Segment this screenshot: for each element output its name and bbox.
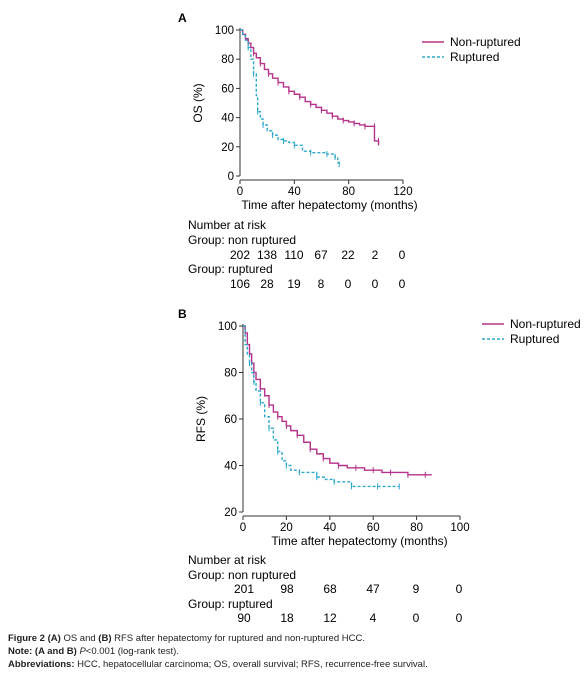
figure-caption: Figure 2 (A) OS and (B) RFS after hepate… [8, 632, 578, 671]
caption-panel-b: (B) [98, 633, 112, 644]
caption-abbrev-text: HCC, hepatocellular carcinoma; OS, overa… [77, 659, 428, 670]
risk-count: 0 [456, 582, 463, 596]
series-line-non-ruptured [240, 29, 380, 146]
y-tick-label: 0 [228, 171, 234, 183]
x-tick-label: 20 [280, 522, 293, 534]
legend-label-non-ruptured: Non-ruptured [510, 317, 581, 331]
risk-table-title: Number at risk [188, 218, 267, 232]
caption-note-p: P [79, 646, 86, 657]
risk-count: 18 [280, 611, 294, 625]
y-tick-label: 20 [224, 507, 237, 519]
risk-count: 2 [372, 248, 379, 262]
risk-count: 67 [314, 248, 328, 262]
x-tick-label: 40 [288, 186, 301, 198]
risk-count: 4 [370, 611, 377, 625]
risk-group-label: Group: ruptured [188, 262, 273, 276]
y-tick-label: 100 [218, 321, 237, 333]
legend-label-non-ruptured: Non-ruptured [450, 35, 521, 49]
risk-count: 106 [230, 277, 250, 291]
y-axis-title: OS (%) [191, 83, 205, 122]
caption-os-text: OS and [63, 633, 96, 644]
risk-count: 110 [284, 248, 303, 262]
risk-count: 0 [345, 277, 352, 291]
y-tick-label: 40 [221, 113, 234, 125]
caption-panel-a: (A) [47, 633, 61, 644]
x-axis-title: Time after hepatectomy (months) [271, 534, 447, 548]
caption-abbreviations: Abbreviations: HCC, hepatocellular carci… [8, 658, 578, 671]
y-tick-label: 60 [224, 414, 237, 426]
caption-line-1: Figure 2 (A) OS and (B) RFS after hepate… [8, 632, 578, 645]
risk-count: 8 [318, 277, 325, 291]
y-tick-label: 40 [224, 461, 237, 473]
risk-count: 0 [399, 248, 406, 262]
risk-count: 0 [456, 611, 463, 625]
x-tick-label: 0 [240, 522, 246, 534]
x-tick-label: 80 [410, 522, 423, 534]
caption-note-panels: (A and B) [34, 646, 77, 657]
x-tick-label: 40 [323, 522, 336, 534]
risk-group-label: Group: ruptured [188, 597, 273, 611]
risk-group-label: Group: non ruptured [188, 568, 296, 582]
series-line-ruptured [240, 29, 340, 165]
risk-count: 19 [287, 277, 301, 291]
risk-count: 68 [323, 582, 337, 596]
risk-count: 201 [234, 582, 254, 596]
legend-label-ruptured: Ruptured [450, 50, 499, 64]
y-axis-title: RFS (%) [194, 396, 208, 442]
x-tick-label: 100 [450, 522, 469, 534]
caption-note-label: Note: [8, 646, 33, 657]
y-tick-label: 80 [221, 54, 234, 66]
panel-letter: A [178, 11, 187, 25]
risk-count: 0 [413, 611, 420, 625]
y-tick-label: 80 [224, 368, 237, 380]
caption-note-rest: <0.001 (log-rank test). [85, 646, 179, 657]
caption-rfs-text: RFS after hepatectomy for ruptured and n… [114, 633, 365, 644]
x-tick-label: 120 [393, 186, 412, 198]
y-tick-label: 60 [221, 83, 234, 95]
risk-count: 28 [260, 277, 274, 291]
series-line-ruptured [243, 325, 400, 488]
risk-count: 0 [372, 277, 379, 291]
x-tick-label: 80 [342, 186, 355, 198]
caption-figure-label: Figure 2 [8, 633, 45, 644]
risk-count: 47 [366, 582, 380, 596]
panel-letter: B [178, 307, 187, 321]
y-tick-label: 20 [221, 142, 234, 154]
risk-group-label: Group: non ruptured [188, 233, 296, 247]
y-tick-label: 100 [215, 25, 234, 37]
risk-count: 22 [341, 248, 355, 262]
series-line-non-ruptured [243, 325, 432, 476]
x-tick-label: 0 [237, 186, 243, 198]
risk-count: 0 [399, 277, 406, 291]
x-tick-label: 60 [367, 522, 380, 534]
risk-count: 202 [230, 248, 250, 262]
x-axis-title: Time after hepatectomy (months) [241, 198, 417, 212]
caption-note: Note: (A and B) P<0.001 (log-rank test). [8, 645, 578, 658]
risk-count: 138 [257, 248, 277, 262]
risk-count: 90 [237, 611, 251, 625]
caption-abbrev-label: Abbreviations: [8, 659, 75, 670]
risk-count: 98 [280, 582, 294, 596]
risk-count: 9 [413, 582, 420, 596]
legend-label-ruptured: Ruptured [510, 332, 559, 346]
risk-table-title: Number at risk [188, 553, 267, 567]
risk-count: 12 [323, 611, 337, 625]
